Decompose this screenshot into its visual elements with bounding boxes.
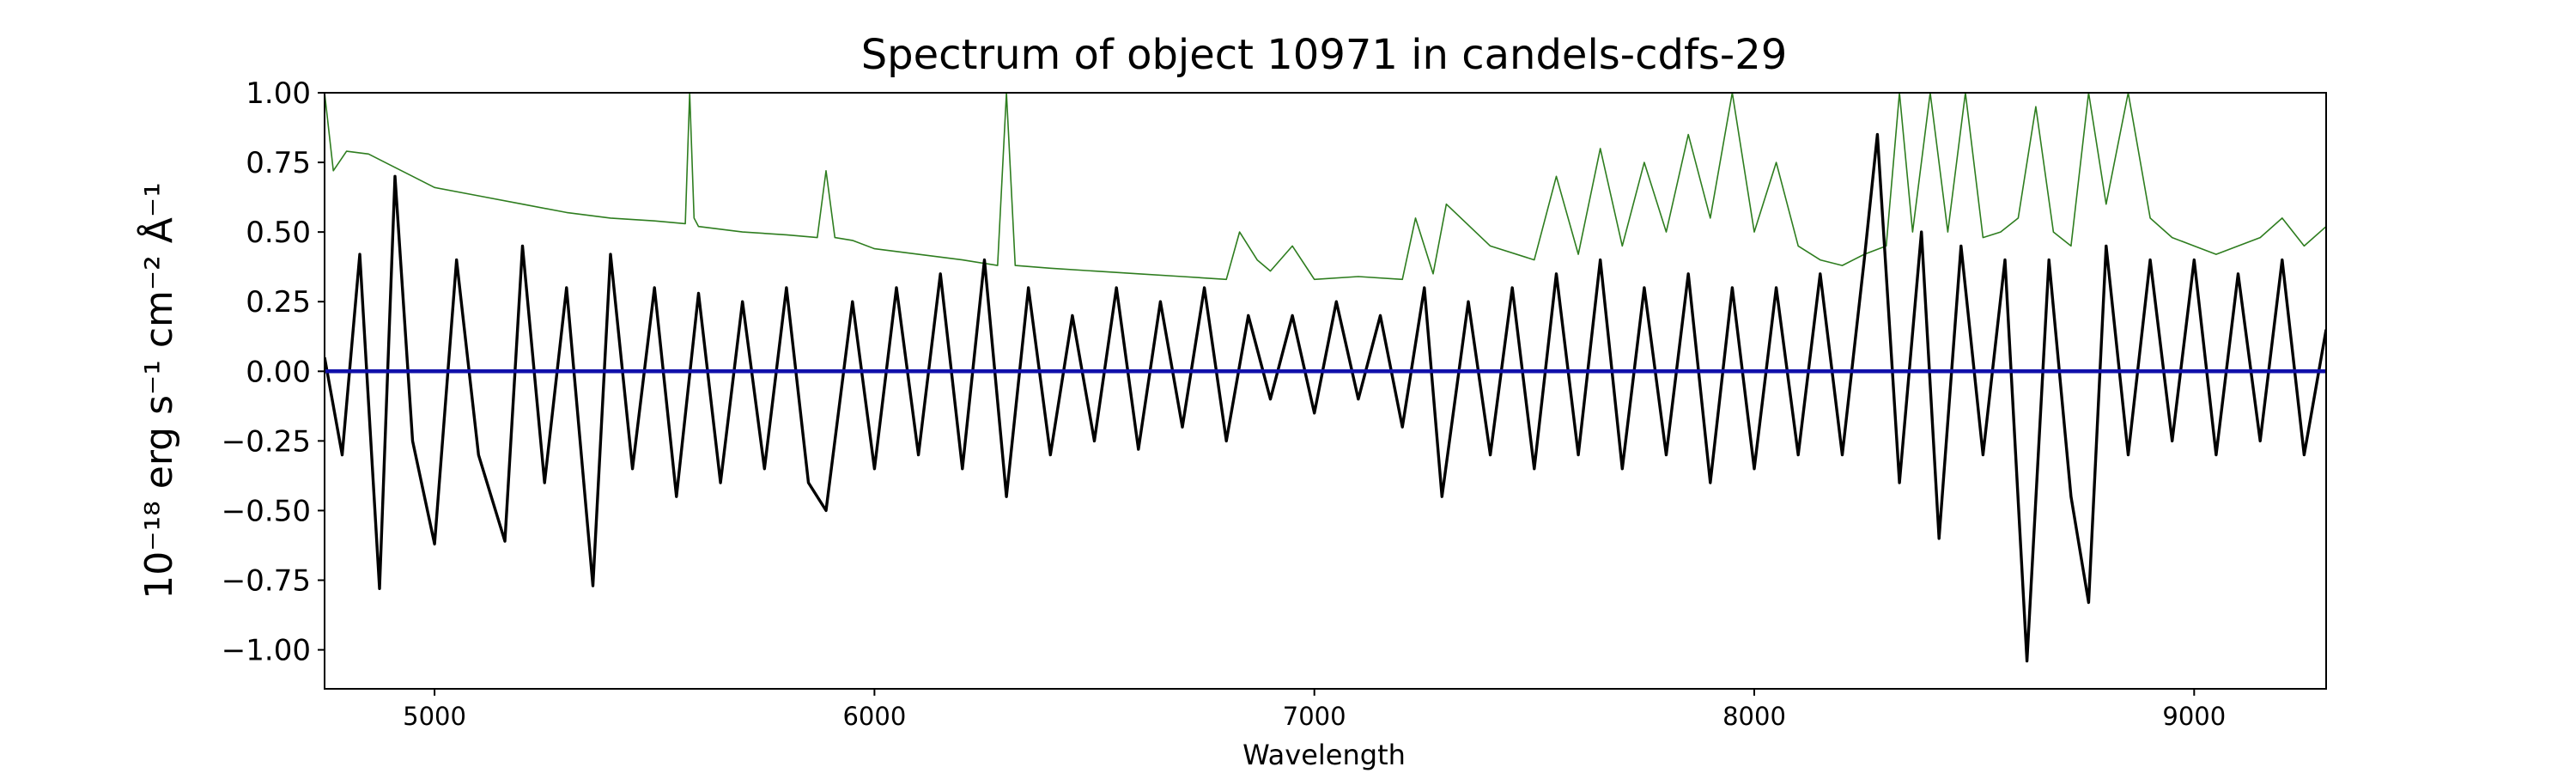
x-tick-label: 6000 bbox=[842, 702, 906, 731]
y-tick-label: −1.00 bbox=[222, 634, 311, 668]
y-tick-label: −0.75 bbox=[222, 564, 311, 599]
y-axis-label: 10⁻¹⁸ erg s⁻¹ cm⁻² Å⁻¹ bbox=[136, 182, 181, 599]
x-axis-label: Wavelength bbox=[1242, 739, 1406, 771]
y-tick-label: −0.50 bbox=[222, 494, 311, 528]
y-tick-label: −0.25 bbox=[222, 424, 311, 459]
x-axis: 5000 6000 7000 8000 9000 bbox=[403, 689, 2226, 731]
y-tick-label: 0.25 bbox=[246, 285, 311, 320]
error-series-line bbox=[325, 93, 2326, 281]
plot-frame bbox=[324, 92, 2327, 690]
plot-area bbox=[325, 93, 2326, 663]
y-tick-label: 0.50 bbox=[246, 216, 311, 250]
y-tick-label: 1.00 bbox=[246, 76, 311, 111]
y-axis: −1.00 −0.75 −0.50 −0.25 0.00 0.25 0.50 0.75 1.00 bbox=[222, 76, 325, 668]
x-tick-label: 8000 bbox=[1722, 702, 1786, 731]
y-tick-label: 0.00 bbox=[246, 355, 311, 389]
y-tick-label: 0.75 bbox=[246, 146, 311, 180]
x-tick-label: 7000 bbox=[1283, 702, 1346, 731]
x-tick-label: 9000 bbox=[2162, 702, 2226, 731]
flux-series-line bbox=[325, 132, 2326, 663]
chart-title: Spectrum of object 10971 in candels-cdfs… bbox=[861, 31, 1788, 79]
x-tick-label: 5000 bbox=[403, 702, 466, 731]
